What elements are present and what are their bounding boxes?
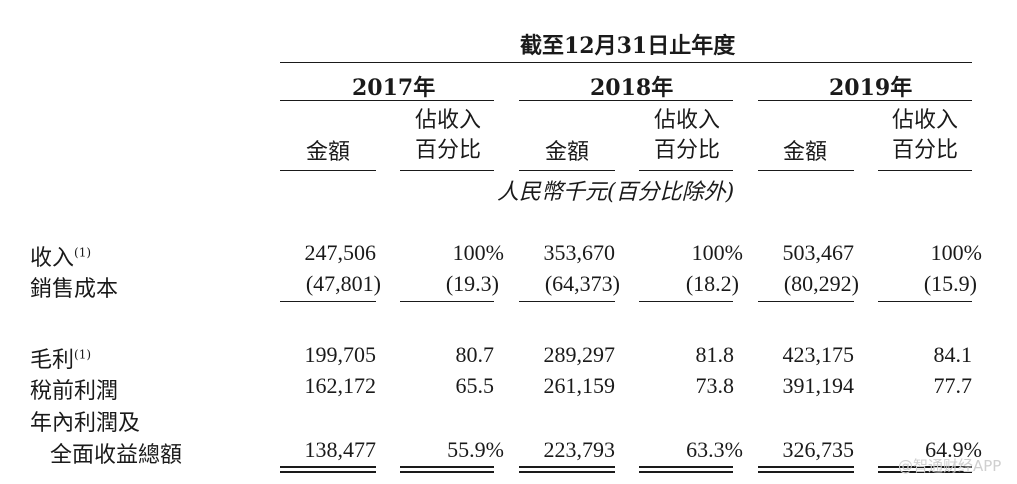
subtotal-rule: [280, 301, 376, 302]
cell: (64,373): [544, 271, 620, 296]
row-label-cost-of-sales: 銷售成本: [30, 277, 119, 302]
cell: 55.9%: [447, 437, 504, 462]
sub-rule: [639, 170, 733, 171]
sub-rule: [519, 170, 615, 171]
col-amount-2019: 金額: [783, 140, 828, 165]
col-pct-2017: 佔收入 百分比: [415, 106, 481, 166]
total-rule: [758, 466, 854, 468]
cell: 81.8: [695, 342, 735, 367]
cell: 64.9%: [925, 437, 982, 462]
col-pct-line1: 佔收入: [892, 108, 959, 133]
col-amount-2018: 金額: [545, 140, 590, 165]
cell: 503,467: [782, 240, 855, 265]
total-rule: [878, 466, 972, 468]
cell: 77.7: [933, 373, 973, 398]
cell: 423,175: [782, 342, 855, 367]
col-pct-line1: 佔收入: [654, 108, 721, 133]
subtotal-rule: [400, 301, 494, 302]
cell: 138,477: [304, 437, 377, 462]
subtotal-rule: [878, 301, 972, 302]
total-rule: [639, 466, 733, 468]
year-rule-2019: [758, 100, 972, 101]
total-rule: [519, 471, 615, 473]
cell: 63.3%: [686, 437, 743, 462]
sub-rule: [878, 170, 972, 171]
total-rule: [519, 466, 615, 468]
row-label-text: 毛利: [30, 348, 75, 373]
cell: (18.2): [685, 271, 739, 296]
cell: 162,172: [304, 373, 377, 398]
footnote-ref: (1): [74, 245, 92, 260]
subtotal-rule: [519, 301, 615, 302]
year-rule-2018: [519, 100, 733, 101]
subtotal-rule: [758, 301, 854, 302]
sub-rule: [280, 170, 376, 171]
cell: 73.8: [695, 373, 735, 398]
total-rule: [400, 466, 494, 468]
total-rule: [280, 466, 376, 468]
total-rule: [400, 471, 494, 473]
cell: 65.5: [455, 373, 495, 398]
col-pct-2019: 佔收入 百分比: [892, 106, 958, 166]
col-pct-2018: 佔收入 百分比: [654, 106, 720, 166]
sub-rule: [758, 170, 854, 171]
row-label-profit-before-tax: 稅前利潤: [30, 379, 119, 404]
subtotal-rule: [639, 301, 733, 302]
year-rule-2017: [280, 100, 494, 101]
cell: 289,297: [543, 342, 616, 367]
row-label-profit-for-year: 年內利潤及: [30, 411, 141, 436]
cell: 326,735: [782, 437, 855, 462]
col-pct-line2: 百分比: [654, 138, 721, 163]
cell: 223,793: [543, 437, 616, 462]
cell: (19.3): [445, 271, 499, 296]
currency-note: 人民幣千元(百分比除外): [497, 180, 735, 205]
row-label-revenue: 收入(1): [30, 240, 91, 272]
row-label-total-comprehensive-income: 全面收益總額: [50, 443, 183, 468]
cell: 100%: [930, 240, 982, 265]
row-label-text: 收入: [30, 246, 75, 271]
cell: 247,506: [304, 240, 377, 265]
sub-rule: [400, 170, 494, 171]
cell: 100%: [452, 240, 504, 265]
col-pct-line2: 百分比: [415, 138, 482, 163]
year-2017: 2017年: [352, 75, 436, 101]
cell: (80,292): [783, 271, 859, 296]
col-amount-2017: 金額: [306, 140, 351, 165]
cell: 80.7: [455, 342, 495, 367]
cell: 84.1: [933, 342, 973, 367]
total-rule: [758, 471, 854, 473]
cell: 391,194: [782, 373, 855, 398]
row-label-gross-profit: 毛利(1): [30, 342, 91, 374]
year-2019: 2019年: [829, 75, 913, 101]
col-pct-line1: 佔收入: [415, 108, 482, 133]
cell: 353,670: [543, 240, 616, 265]
cell: 261,159: [543, 373, 616, 398]
col-pct-line2: 百分比: [892, 138, 959, 163]
cell: (15.9): [923, 271, 977, 296]
total-rule: [878, 471, 972, 473]
footnote-ref: (1): [74, 347, 92, 362]
total-rule: [639, 471, 733, 473]
cell: 100%: [691, 240, 743, 265]
watermark: @智通财经APP: [898, 457, 1002, 475]
year-2018: 2018年: [590, 75, 674, 101]
cell: 199,705: [304, 342, 377, 367]
header-rule: [280, 62, 972, 63]
period-title: 截至12月31日止年度: [520, 33, 736, 59]
cell: (47,801): [305, 271, 381, 296]
total-rule: [280, 471, 376, 473]
